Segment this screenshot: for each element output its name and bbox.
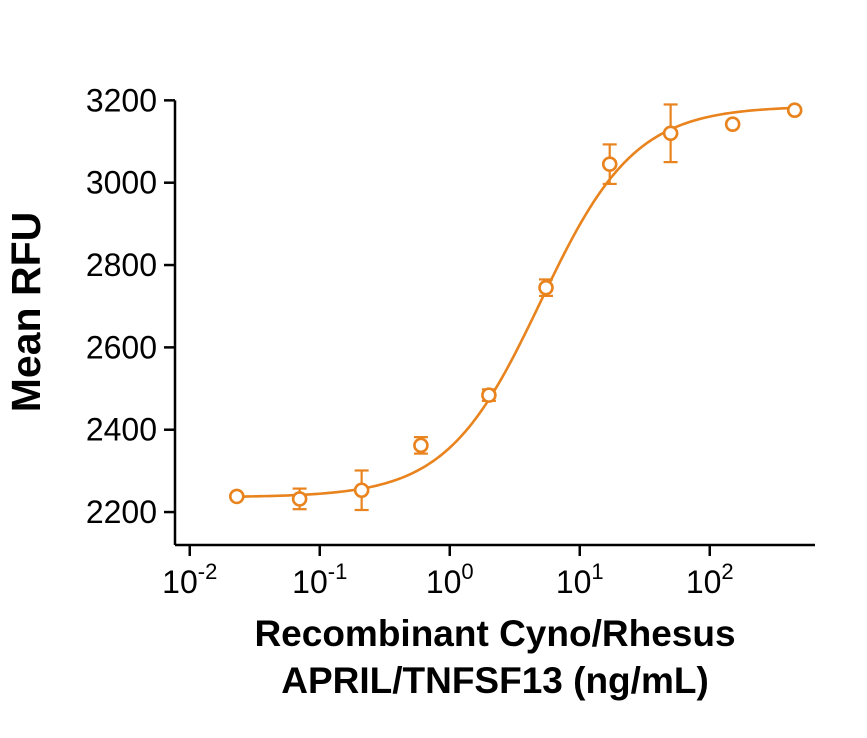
data-point-marker — [724, 116, 741, 133]
y-tick-label: 2400 — [86, 412, 157, 448]
fit-curve — [236, 106, 798, 498]
x-tick-label: 101 — [556, 559, 604, 600]
x-tick-label: 10-2 — [162, 559, 217, 600]
x-tick-label: 10-1 — [292, 559, 347, 600]
y-tick-label: 3000 — [86, 165, 157, 201]
x-tick-label: 100 — [426, 559, 474, 600]
x-axis-title: Recombinant Cyno/Rhesus APRIL/TNFSF13 (n… — [123, 610, 867, 705]
data-point-marker — [662, 125, 679, 142]
data-point-marker — [601, 156, 618, 172]
data-point-marker — [786, 102, 803, 119]
data-point-marker — [481, 387, 497, 403]
y-tick-label: 2200 — [86, 494, 157, 530]
y-tick-label: 2800 — [86, 247, 157, 283]
dose-response-chart: 2200 2400 2600 2800 3000 3200 10-2 10-1 100 101 10… — [3, 82, 815, 600]
data-point-marker — [291, 491, 308, 507]
data-point-marker — [538, 279, 554, 296]
data-point-marker — [353, 482, 370, 499]
plot-area: 2200 2400 2600 2800 3000 3200 10-2 10-1 100 101 10… — [86, 82, 815, 600]
x-axis-title-line1: Recombinant Cyno/Rhesus — [254, 613, 736, 654]
y-tick-label: 3200 — [86, 82, 157, 118]
x-axis-title-line2: APRIL/TNFSF13 (ng/mL) — [281, 660, 709, 702]
data-point-marker — [228, 488, 245, 505]
data-point-marker — [413, 437, 429, 454]
x-tick-label: 102 — [686, 559, 734, 600]
y-axis-title: Mean RFU — [3, 212, 49, 412]
y-tick-label: 2600 — [86, 329, 157, 365]
